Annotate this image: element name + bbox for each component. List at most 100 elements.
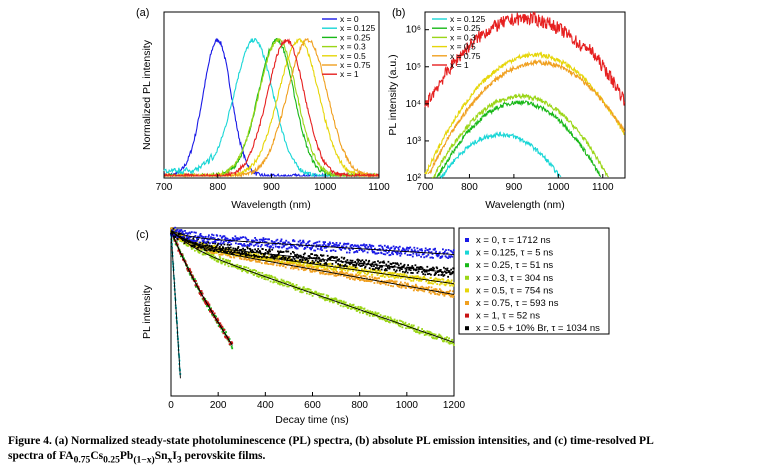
panel-c-point-0: [190, 231, 193, 233]
panel-c-point-3: [445, 340, 448, 343]
panel-c-point-4: [369, 270, 372, 273]
panel-c-point-0: [414, 249, 416, 252]
panel-c-point-4: [290, 260, 292, 263]
panel-c-point-0: [328, 243, 331, 246]
panel-c-point-4: [447, 279, 450, 282]
panel-c-point-7: [208, 248, 210, 251]
panel-c-point-4: [214, 251, 216, 253]
panel-c-point-0: [220, 239, 223, 242]
panel-c-point-5: [268, 259, 271, 262]
panel-c-point-7: [414, 268, 416, 271]
panel-c-point-6: [213, 316, 215, 319]
panel-c-point-0: [251, 239, 253, 242]
panel-c-point-3: [274, 276, 277, 279]
panel-c-point-3: [315, 291, 318, 294]
panel-c-point-4: [243, 254, 246, 257]
panel-c-point-3: [235, 264, 238, 267]
panel-c-point-0: [418, 254, 420, 257]
panel-c-point-4: [202, 244, 205, 247]
panel-c-point-6: [174, 239, 177, 242]
panel-c-point-4: [438, 283, 441, 286]
panel-c-point-0: [357, 245, 360, 248]
panel-c-point-7: [421, 267, 424, 270]
panel-c-point-4: [200, 242, 202, 244]
panel-c-point-4: [328, 263, 331, 266]
panel-c-point-0: [198, 241, 201, 244]
panel-c-point-4: [424, 278, 427, 280]
panel-c-point-7: [423, 270, 426, 273]
panel-c-point-7: [196, 246, 199, 249]
panel-c-point-7: [448, 270, 451, 273]
panel-c-point-4: [224, 252, 226, 255]
panel-c-point-4: [278, 256, 281, 258]
panel-c-point-4: [422, 277, 425, 279]
panel-c-point-0: [291, 246, 293, 249]
panel-c-point-5: [353, 278, 356, 281]
panel-c-point-5: [383, 282, 386, 285]
panel-c-point-7: [210, 245, 213, 247]
panel-c-point-0: [189, 236, 192, 238]
panel-c-point-0: [421, 249, 423, 252]
panel-c-point-0: [425, 255, 428, 258]
panel-c-point-7: [201, 242, 204, 245]
panel-c-point-3: [347, 307, 350, 309]
panel-c-point-0: [409, 246, 412, 249]
panel-c-point-0: [252, 240, 255, 243]
panel-c-point-7: [263, 255, 266, 257]
panel-c-point-2: [228, 338, 231, 340]
panel-c-point-0: [332, 242, 334, 244]
panel-c-point-7: [245, 254, 248, 257]
panel-c-point-3: [274, 278, 277, 281]
panel-c-point-7: [256, 256, 259, 258]
panel-c-point-0: [260, 238, 263, 241]
panel-c-point-7: [201, 246, 203, 249]
panel-c-point-5: [322, 272, 324, 275]
panel-c-point-0: [259, 245, 262, 248]
panel-c-point-4: [211, 250, 213, 253]
panel-c-point-7: [210, 249, 212, 252]
panel-c-point-7: [197, 238, 199, 241]
panel-c-point-0: [342, 243, 345, 246]
panel-c-point-3: [318, 292, 320, 295]
panel-c-point-0: [371, 249, 374, 252]
panel-c-point-7: [442, 275, 445, 277]
panel-c-point-7: [306, 261, 309, 264]
panel-c-point-4: [396, 275, 399, 278]
panel-c-point-5: [354, 274, 357, 277]
panel-c-point-3: [392, 321, 395, 324]
panel-c-point-4: [411, 275, 414, 278]
panel-c-point-0: [230, 243, 233, 246]
panel-c-point-7: [362, 264, 365, 266]
panel-c-point-7: [395, 269, 398, 272]
panel-c-point-4: [279, 261, 282, 264]
panel-c-point-7: [229, 246, 232, 249]
panel-c-point-7: [172, 227, 175, 230]
panel-c-point-0: [282, 241, 284, 244]
panel-c-point-3: [329, 299, 332, 302]
panel-c-point-5: [387, 284, 390, 286]
panel-c-point-7: [443, 266, 445, 269]
panel-c-point-4: [321, 265, 324, 268]
panel-c-point-0: [310, 248, 312, 251]
panel-c-point-7: [268, 248, 271, 251]
panel-c-point-3: [432, 337, 434, 340]
panel-c-point-0: [182, 230, 184, 233]
panel-c-legend-label-4: x = 0.5, τ = 754 ns: [476, 285, 553, 296]
panel-c-point-5: [302, 269, 305, 272]
panel-c-point-0: [341, 247, 344, 249]
panel-c-point-0: [384, 250, 387, 253]
panel-c-point-5: [405, 283, 408, 286]
panel-c-point-5: [324, 273, 326, 276]
panel-c-point-4: [379, 270, 381, 272]
panel-c-point-3: [428, 334, 431, 337]
panel-c-point-7: [220, 244, 223, 246]
panel-c-point-3: [286, 285, 289, 288]
panel-c-point-5: [449, 289, 451, 292]
panel-c-point-0: [392, 245, 395, 248]
panel-c-point-3: [239, 268, 242, 271]
panel-c-point-0: [391, 252, 393, 255]
panel-c-point-5: [338, 272, 341, 275]
panel-c-point-5: [328, 273, 331, 275]
panel-c-point-0: [364, 246, 367, 249]
panel-c-point-0: [424, 249, 427, 252]
